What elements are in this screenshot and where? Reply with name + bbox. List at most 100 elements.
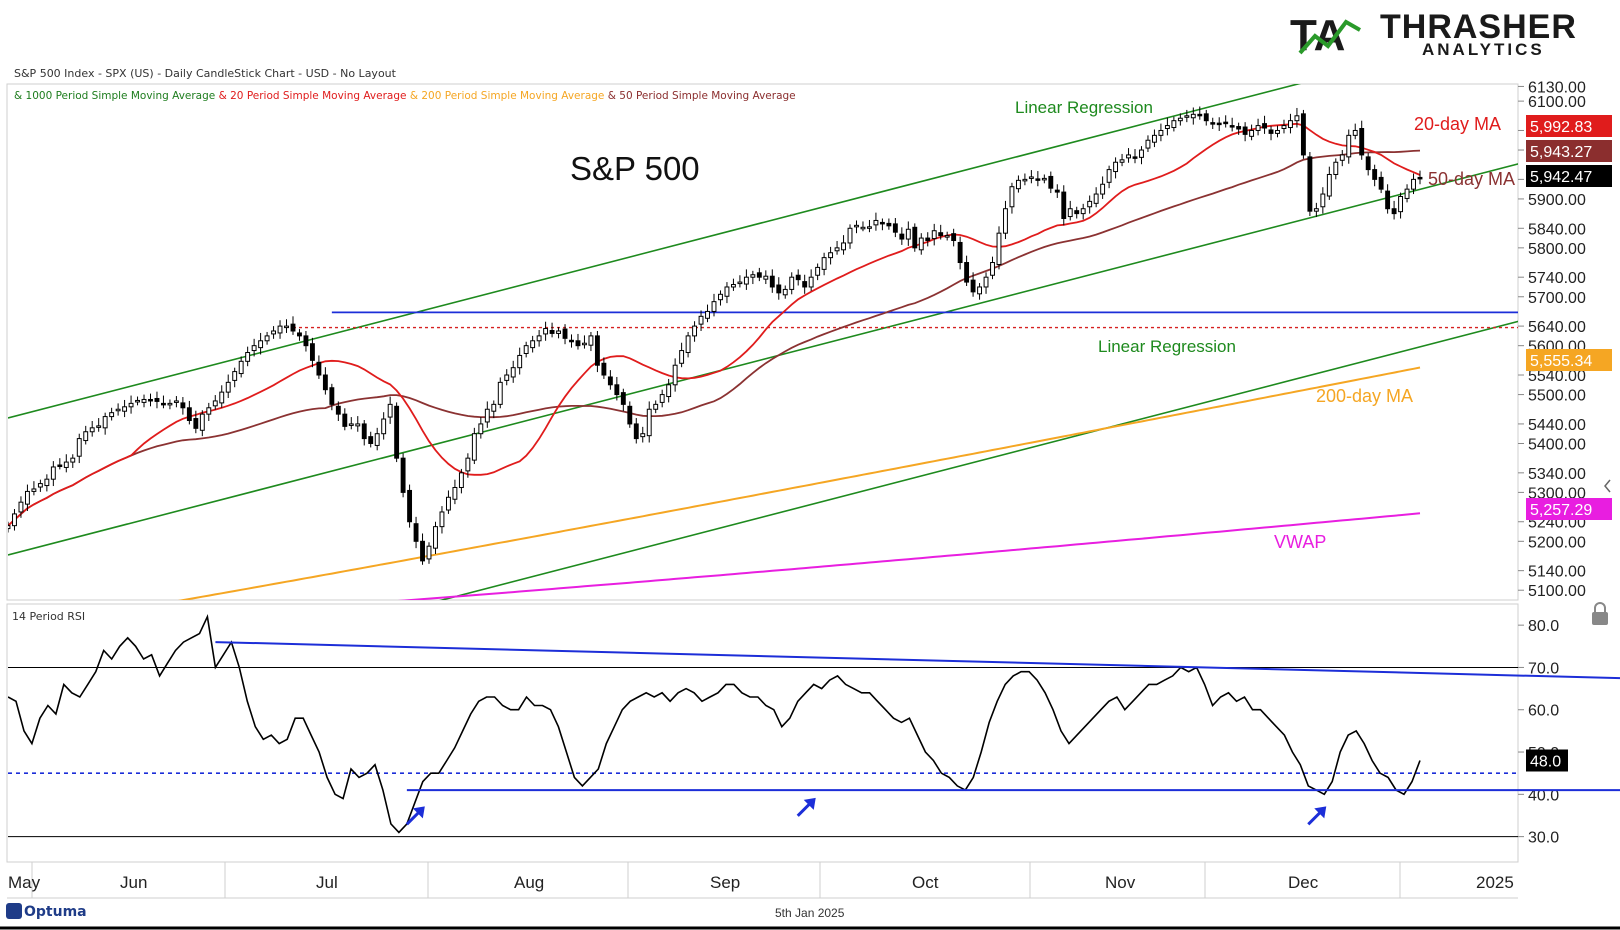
candle-body	[763, 275, 769, 280]
candle-body	[96, 425, 102, 428]
candle-body	[692, 325, 698, 337]
candle-body	[841, 242, 846, 251]
candle-body	[782, 288, 788, 296]
candle-body	[1132, 156, 1138, 159]
candle-body	[245, 352, 251, 362]
candle-body	[834, 247, 840, 252]
y-tick-label: 5440.00	[1528, 417, 1586, 434]
rsi-value-badge-bg	[1526, 749, 1568, 772]
candle-body	[879, 221, 885, 225]
price-plot-group	[8, 84, 1518, 600]
ma200-line	[177, 366, 1421, 600]
candle-body	[756, 272, 762, 278]
y-tick-label: 5540.00	[1528, 368, 1586, 385]
candle-body	[387, 403, 393, 418]
candle-body	[679, 350, 685, 364]
candle-body	[517, 354, 523, 369]
candle-body	[57, 464, 63, 468]
vwap-line	[397, 512, 1421, 600]
y-tick-label: 5100.00	[1528, 583, 1586, 600]
candle-body	[44, 478, 50, 487]
candle-body	[582, 342, 587, 346]
candle-body	[1177, 117, 1183, 122]
candle-body	[666, 384, 672, 398]
candle-body	[1093, 193, 1099, 204]
candle-body	[1359, 128, 1365, 156]
candle-body	[1164, 125, 1170, 130]
candle-body	[381, 418, 387, 435]
candle-body	[977, 286, 983, 295]
candle-body	[400, 457, 406, 493]
candle-body	[957, 241, 963, 264]
candle-body	[478, 423, 484, 435]
candle-body	[122, 406, 128, 412]
x-tick-label: 2025	[1476, 873, 1514, 892]
collapse-chevron-icon	[1604, 479, 1611, 493]
candle-body	[543, 328, 549, 335]
candle-body	[808, 276, 814, 288]
x-tick-label: Aug	[514, 873, 544, 892]
rsi-trendline-line	[215, 641, 1620, 680]
x-tick-label: Nov	[1105, 873, 1136, 892]
candle-body	[795, 274, 801, 281]
candle-body	[912, 226, 918, 249]
candle-body	[925, 237, 931, 242]
candle-body	[193, 418, 199, 429]
candle-body	[886, 222, 892, 227]
candle-body	[530, 340, 536, 349]
candle-body	[1126, 154, 1131, 159]
candle-body	[264, 335, 270, 342]
candle-body	[497, 381, 503, 405]
optuma-logo-icon	[6, 903, 22, 919]
candle-body	[996, 232, 1002, 265]
candle-body	[8, 525, 11, 530]
y-tick-label: 5740.00	[1528, 270, 1586, 287]
candle-body	[633, 423, 639, 440]
candle-body	[186, 407, 192, 422]
candle-body	[76, 438, 82, 457]
candle-body	[964, 262, 970, 283]
value-badge-bg	[1526, 498, 1612, 520]
candle-body	[355, 423, 361, 427]
candle-body	[724, 286, 730, 297]
candle-body	[659, 394, 665, 403]
price-pane-frame	[6, 83, 1519, 601]
candle-body	[685, 335, 691, 354]
candle-body	[335, 405, 341, 415]
candle-body	[31, 488, 37, 492]
candle-body	[1385, 190, 1391, 210]
candle-body	[594, 335, 600, 366]
candle-body	[1404, 188, 1410, 199]
x-tick-label: Dec	[1288, 873, 1319, 892]
regression-upper-line	[8, 84, 1302, 419]
candle-body	[1249, 129, 1255, 137]
candle-body	[1184, 115, 1190, 118]
candle-body	[1255, 125, 1261, 131]
candle-body	[536, 335, 542, 342]
candle-body	[620, 392, 626, 405]
candle-body	[50, 466, 56, 480]
candle-body	[167, 402, 173, 406]
candle-body	[899, 233, 905, 240]
candle-body	[251, 345, 257, 352]
candle-body	[361, 423, 367, 440]
x-tick-label: Jun	[120, 873, 147, 892]
candle-body	[1028, 176, 1034, 179]
candle-body	[37, 483, 43, 488]
candle-body	[776, 284, 782, 294]
candle-body	[918, 237, 924, 251]
candle-body	[445, 496, 451, 511]
candle-body	[607, 376, 613, 386]
candle-body	[821, 257, 827, 270]
legend-ma50: & 50 Period Simple Moving Average	[607, 90, 796, 102]
candle-body	[309, 343, 315, 361]
candle-body	[303, 335, 309, 347]
candle-body	[290, 323, 296, 332]
candle-body	[199, 413, 205, 431]
value-badge-bg	[1526, 140, 1612, 162]
linear-regression-lower-label: Linear Regression	[1098, 337, 1236, 356]
candle-body	[951, 233, 957, 242]
candle-body	[944, 235, 950, 238]
logo-sub-text: ANALYTICS	[1422, 40, 1545, 59]
candle-body	[329, 387, 335, 405]
